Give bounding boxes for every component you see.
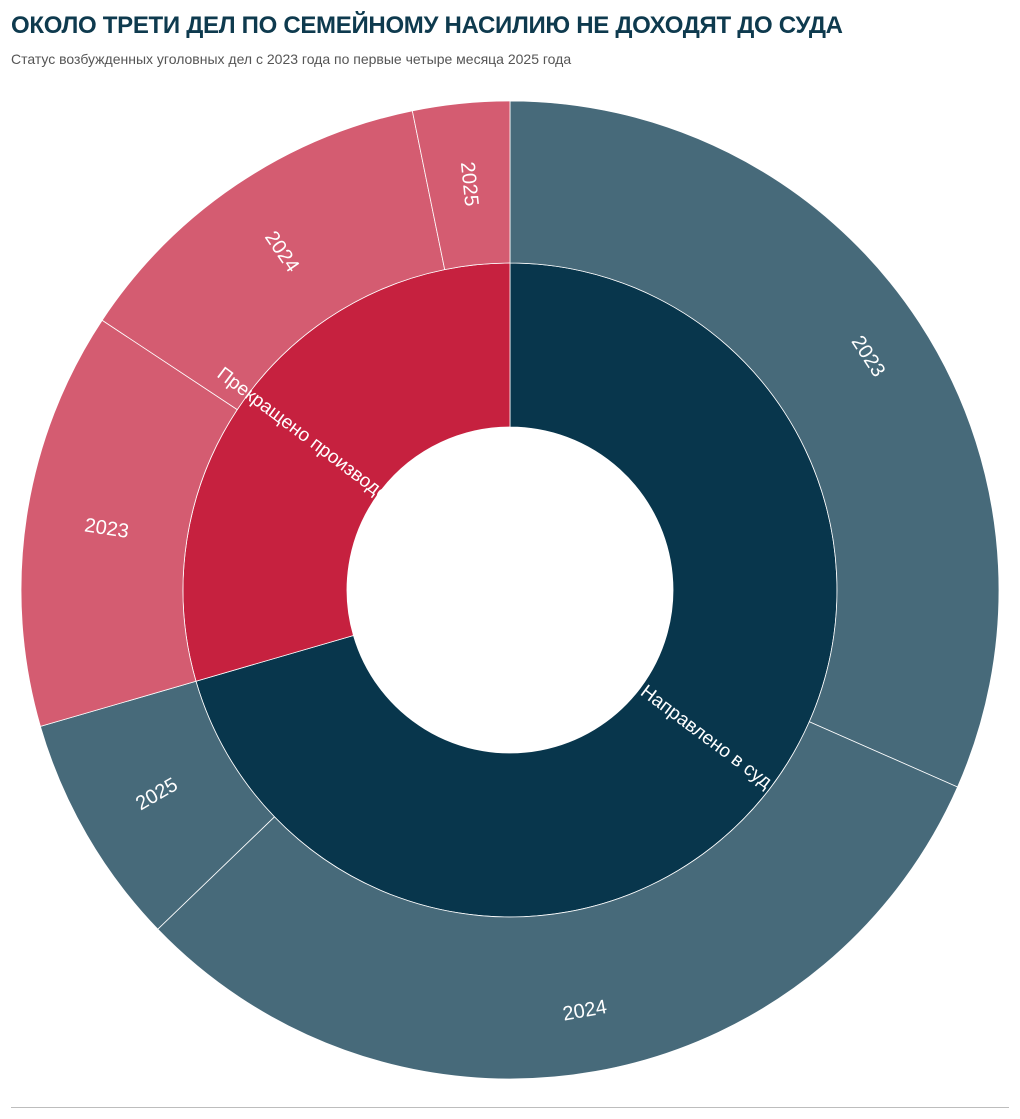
- chart-title: ОКОЛО ТРЕТИ ДЕЛ ПО СЕМЕЙНОМУ НАСИЛИЮ НЕ …: [11, 12, 843, 39]
- chart-subtitle: Статус возбужденных уголовных дел с 2023…: [11, 51, 572, 67]
- outer-segment-label-2-2025: 2025: [456, 161, 482, 207]
- outer-segment-2-2023[interactable]: [20, 319, 238, 727]
- bottom-divider: [11, 1107, 1009, 1108]
- outer-segment-1-2024[interactable]: [157, 721, 959, 1080]
- outer-segment-1-2023[interactable]: [509, 100, 1000, 788]
- sunburst-rings: [20, 100, 1000, 1080]
- outer-segment-2-2025[interactable]: [411, 100, 511, 271]
